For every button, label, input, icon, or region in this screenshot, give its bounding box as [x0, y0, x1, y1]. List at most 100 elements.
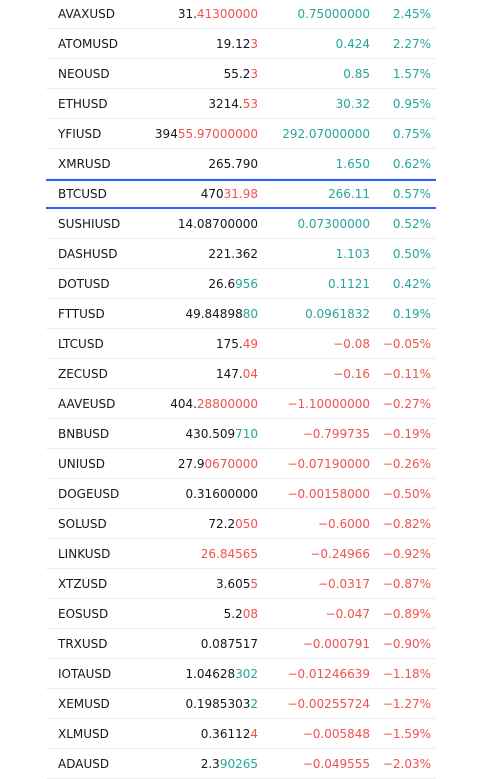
price-highlight: 55.97000000 — [177, 126, 258, 141]
watchlist-row[interactable]: DASHUSD 221.362 1.103 0.50% — [46, 239, 436, 269]
change: −0.16 — [333, 366, 370, 381]
price: 0.31600000 — [185, 479, 258, 508]
symbol: ADAUSD — [58, 756, 110, 771]
price-base: 221.362 — [208, 246, 258, 261]
symbol: ZECUSD — [58, 366, 108, 381]
change: −0.07190000 — [287, 456, 370, 471]
symbol: UNIUSD — [58, 456, 105, 471]
symbol: FTTUSD — [58, 306, 105, 321]
change-percent: −0.50% — [382, 486, 431, 501]
price: 14.08700000 — [178, 209, 258, 238]
watchlist-row[interactable]: ATOMUSD 19.12 3 0.424 2.27% — [46, 29, 436, 59]
watchlist-row[interactable]: FTTUSD 49.84898 80 0.0961832 0.19% — [46, 299, 436, 329]
price-base: 31. — [177, 6, 197, 21]
price-base: 3214. — [208, 96, 243, 111]
change: −1.10000000 — [287, 396, 370, 411]
watchlist-row[interactable]: IOTAUSD 1.04628 302 −0.01246639 −1.18% — [46, 659, 436, 689]
symbol: XTZUSD — [58, 576, 108, 591]
price: 1.04628 302 — [185, 659, 258, 688]
change: −0.047 — [325, 606, 370, 621]
change-percent: −0.92% — [382, 546, 431, 561]
watchlist-row[interactable]: LINKUSD 26.84565 −0.24966 −0.92% — [46, 539, 436, 569]
price-highlight: 53 — [242, 96, 258, 111]
change-percent: −2.03% — [382, 756, 431, 771]
price-base: 1.04628 — [185, 666, 236, 681]
price-base: 26.6 — [208, 276, 236, 291]
watchlist-row[interactable]: SOLUSD 72.2 050 −0.6000 −0.82% — [46, 509, 436, 539]
change: −0.005848 — [302, 726, 370, 741]
change: 266.11 — [328, 187, 370, 201]
watchlist-row[interactable]: XTZUSD 3.605 5 −0.0317 −0.87% — [46, 569, 436, 599]
watchlist-row[interactable]: AAVEUSD 404. 28800000 −1.10000000 −0.27% — [46, 389, 436, 419]
price: 27.9 0670000 — [178, 449, 258, 478]
price-highlight: 28800000 — [196, 396, 258, 411]
change: −0.0317 — [317, 576, 370, 591]
watchlist-row[interactable]: UNIUSD 27.9 0670000 −0.07190000 −0.26% — [46, 449, 436, 479]
change-percent: 2.45% — [392, 6, 431, 21]
price: 31. 41300000 — [178, 0, 258, 28]
watchlist-row[interactable]: SUSHIUSD 14.08700000 0.07300000 0.52% — [46, 209, 436, 239]
symbol: DASHUSD — [58, 246, 118, 261]
price-base: 0.36112 — [200, 726, 251, 741]
price: 2.3 90265 — [201, 749, 258, 778]
price-base: 404. — [170, 396, 197, 411]
watchlist-row[interactable]: LTCUSD 175. 49 −0.08 −0.05% — [46, 329, 436, 359]
change: −0.6000 — [317, 516, 370, 531]
watchlist-row[interactable]: DOTUSD 26.6 956 0.1121 0.42% — [46, 269, 436, 299]
change: −0.000791 — [302, 636, 370, 651]
price-highlight: 0670000 — [204, 456, 258, 471]
change: 0.75000000 — [297, 6, 370, 21]
watchlist-row[interactable]: NEOUSD 55.2 3 0.85 1.57% — [46, 59, 436, 89]
change: −0.049555 — [302, 756, 370, 771]
change-percent: −0.82% — [382, 516, 431, 531]
price: 72.2 050 — [208, 509, 258, 538]
change-percent: 0.52% — [392, 216, 431, 231]
price-base: 0.31600000 — [185, 486, 258, 501]
symbol: ATOMUSD — [58, 36, 119, 51]
price: 430.509 710 — [185, 419, 258, 448]
symbol: SOLUSD — [58, 516, 107, 531]
price-base: 394 — [154, 126, 178, 141]
symbol: TRXUSD — [58, 636, 108, 651]
price-base: 49.84898 — [185, 306, 243, 321]
change: −0.08 — [333, 336, 370, 351]
watchlist-row[interactable]: XEMUSD 0.1985303 2 −0.00255724 −1.27% — [46, 689, 436, 719]
watchlist-row[interactable]: ETHUSD 3214. 53 30.32 0.95% — [46, 89, 436, 119]
symbol: LINKUSD — [58, 546, 111, 561]
symbol: ETHUSD — [58, 96, 108, 111]
price: 265.790 — [208, 149, 258, 178]
change-percent: −1.27% — [382, 696, 431, 711]
change-percent: −0.26% — [382, 456, 431, 471]
change: −0.01246639 — [287, 666, 370, 681]
change: 0.1121 — [328, 276, 370, 291]
price-base: 3.605 — [216, 576, 251, 591]
price-highlight: 4 — [250, 726, 258, 741]
price-highlight: 3 — [250, 36, 258, 51]
change: 0.85 — [343, 66, 370, 81]
change: −0.00158000 — [287, 486, 370, 501]
watchlist-row[interactable]: ZECUSD 147. 04 −0.16 −0.11% — [46, 359, 436, 389]
watchlist-row[interactable]: AVAXUSD 31. 41300000 0.75000000 2.45% — [46, 0, 436, 29]
price: 5.2 08 — [224, 599, 258, 628]
watchlist-row[interactable]: BTCUSD 470 31.98 266.11 0.57% — [46, 179, 436, 209]
change-percent: 1.57% — [392, 66, 431, 81]
price-highlight: 2 — [250, 696, 258, 711]
symbol: LTCUSD — [58, 336, 104, 351]
watchlist-row[interactable]: DOGEUSD 0.31600000 −0.00158000 −0.50% — [46, 479, 436, 509]
symbol: EOSUSD — [58, 606, 109, 621]
watchlist-row[interactable]: YFIUSD 394 55.97000000 292.07000000 0.75% — [46, 119, 436, 149]
watchlist-row[interactable]: TRXUSD 0.087517 −0.000791 −0.90% — [46, 629, 436, 659]
price: 3214. 53 — [208, 89, 258, 118]
watchlist-row[interactable]: BNBUSD 430.509 710 −0.799735 −0.19% — [46, 419, 436, 449]
watchlist-row[interactable]: ADAUSD 2.3 90265 −0.049555 −2.03% — [46, 749, 436, 779]
symbol: YFIUSD — [58, 126, 102, 141]
watchlist-row[interactable]: XLMUSD 0.36112 4 −0.005848 −1.59% — [46, 719, 436, 749]
change: 30.32 — [335, 96, 370, 111]
symbol: BNBUSD — [58, 426, 110, 441]
watchlist-row[interactable]: XMRUSD 265.790 1.650 0.62% — [46, 149, 436, 179]
watchlist-row[interactable]: EOSUSD 5.2 08 −0.047 −0.89% — [46, 599, 436, 629]
symbol: AAVEUSD — [58, 396, 116, 411]
symbol: DOGEUSD — [58, 486, 120, 501]
change-percent: 0.50% — [392, 246, 431, 261]
